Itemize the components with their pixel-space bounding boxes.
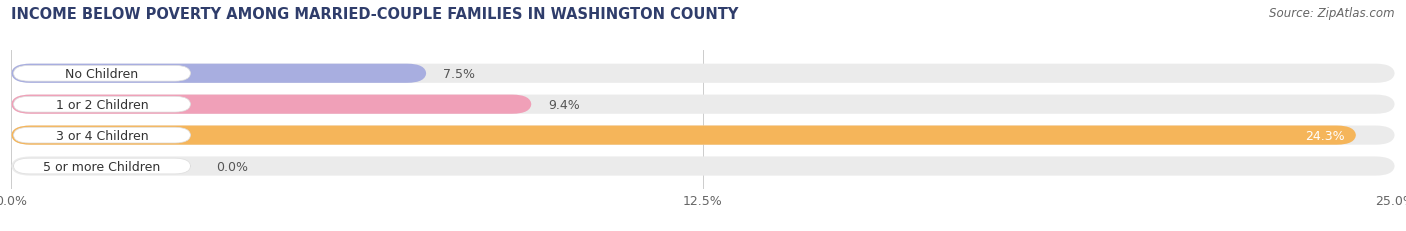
FancyBboxPatch shape <box>14 97 191 112</box>
FancyBboxPatch shape <box>11 157 1395 176</box>
Text: INCOME BELOW POVERTY AMONG MARRIED-COUPLE FAMILIES IN WASHINGTON COUNTY: INCOME BELOW POVERTY AMONG MARRIED-COUPL… <box>11 7 738 22</box>
Text: 7.5%: 7.5% <box>443 67 475 80</box>
FancyBboxPatch shape <box>11 126 1395 145</box>
Text: 3 or 4 Children: 3 or 4 Children <box>56 129 148 142</box>
FancyBboxPatch shape <box>11 126 1355 145</box>
FancyBboxPatch shape <box>14 66 191 82</box>
FancyBboxPatch shape <box>11 64 426 83</box>
FancyBboxPatch shape <box>11 95 531 114</box>
Text: Source: ZipAtlas.com: Source: ZipAtlas.com <box>1270 7 1395 20</box>
FancyBboxPatch shape <box>14 128 191 143</box>
Text: No Children: No Children <box>66 67 139 80</box>
Text: 5 or more Children: 5 or more Children <box>44 160 160 173</box>
Text: 24.3%: 24.3% <box>1305 129 1346 142</box>
Text: 1 or 2 Children: 1 or 2 Children <box>56 98 148 111</box>
Text: 0.0%: 0.0% <box>217 160 247 173</box>
FancyBboxPatch shape <box>11 95 1395 114</box>
Text: 9.4%: 9.4% <box>548 98 579 111</box>
FancyBboxPatch shape <box>11 64 1395 83</box>
FancyBboxPatch shape <box>14 158 191 174</box>
